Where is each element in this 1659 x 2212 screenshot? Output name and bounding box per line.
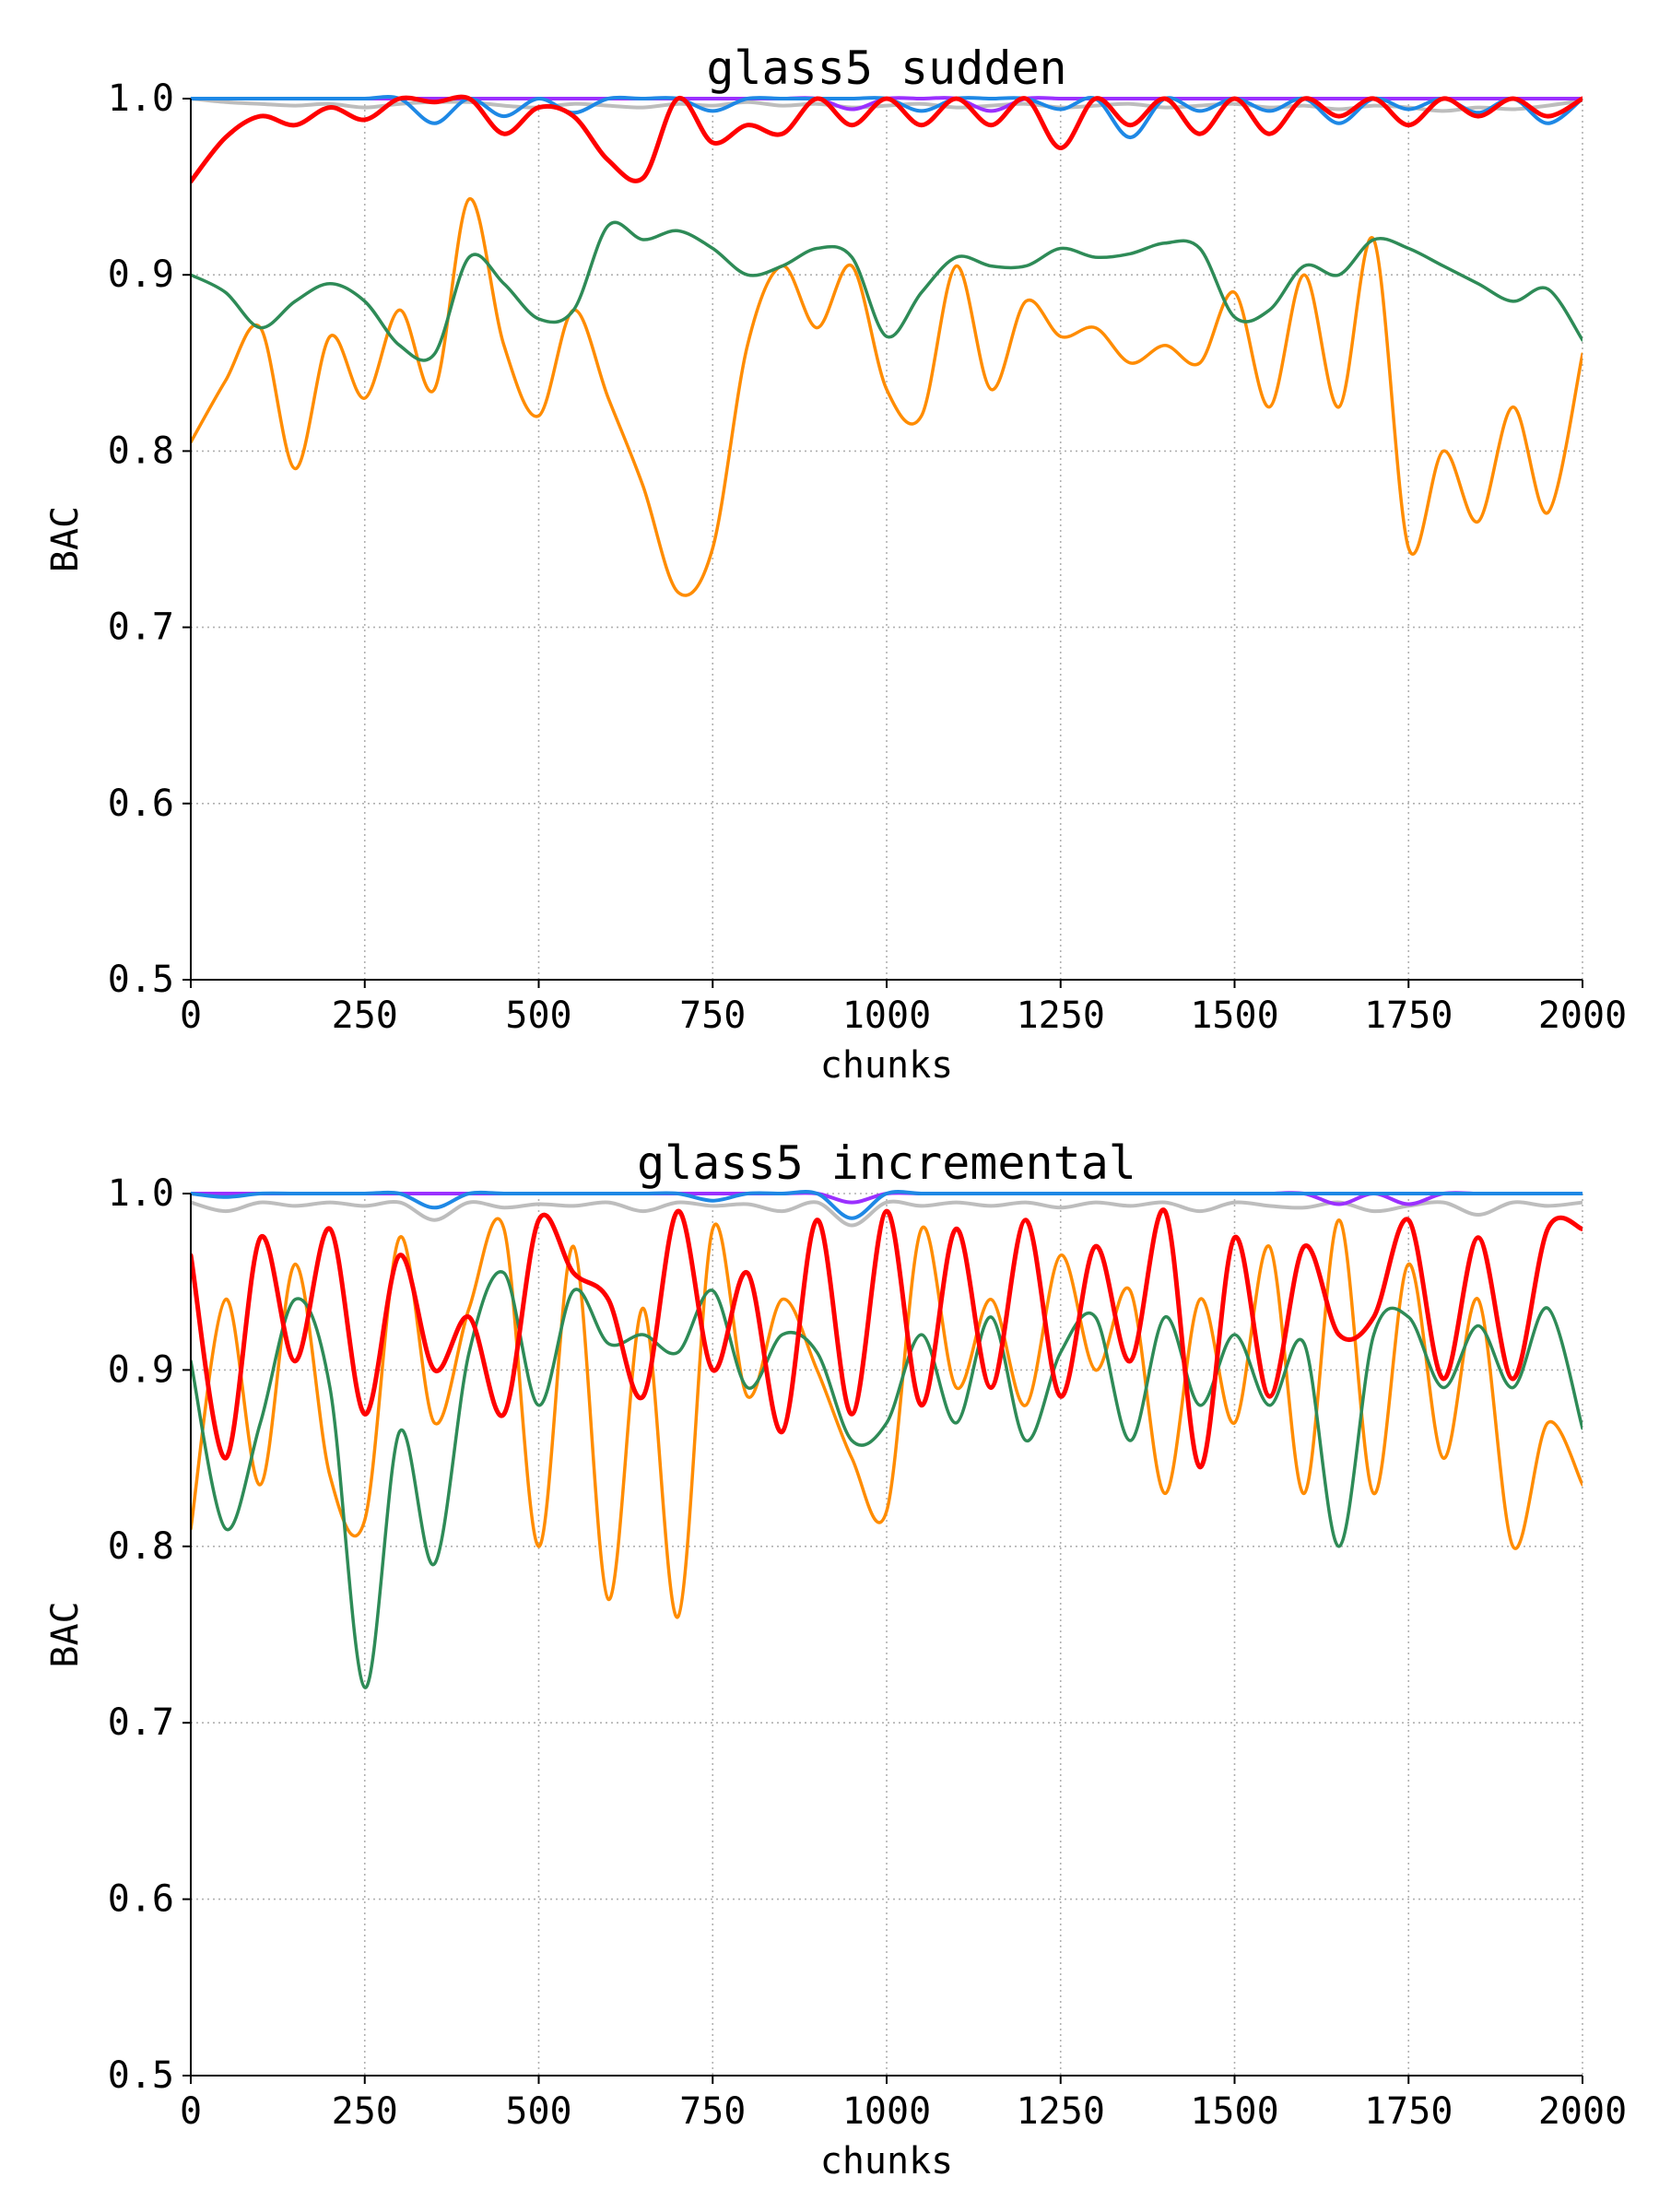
y-axis-label: BAC xyxy=(44,1601,87,1667)
x-tick-label: 750 xyxy=(679,2090,746,2133)
y-tick-label: 0.5 xyxy=(108,2054,174,2097)
x-tick-label: 500 xyxy=(505,994,571,1037)
series-line-4 xyxy=(191,1217,1583,1619)
x-axis-label: chunks xyxy=(820,2140,954,2183)
series-line-5 xyxy=(191,220,1583,362)
y-tick-label: 0.7 xyxy=(108,1701,174,1744)
x-tick-label: 250 xyxy=(332,994,398,1037)
chart-title: glass5 incremental xyxy=(637,1136,1136,1190)
x-axis-label: chunks xyxy=(820,1044,954,1087)
y-tick-label: 0.5 xyxy=(108,959,174,1001)
grid xyxy=(190,1193,1583,2077)
y-tick-label: 0.6 xyxy=(108,1878,174,1921)
x-tick-label: 250 xyxy=(332,2090,398,2133)
series-group xyxy=(191,94,1583,597)
x-tick-label: 1500 xyxy=(1190,2090,1278,2133)
x-tick-label: 0 xyxy=(180,994,202,1037)
x-tick-label: 1250 xyxy=(1017,994,1105,1037)
y-tick-label: 1.0 xyxy=(108,77,174,120)
x-tick-label: 1250 xyxy=(1017,2090,1105,2133)
x-tick-label: 1750 xyxy=(1364,994,1453,1037)
series-group xyxy=(191,1190,1583,1689)
grid xyxy=(190,98,1583,981)
y-tick-label: 0.6 xyxy=(108,782,174,825)
chart-panel-2: 0 250 500 750 1000 1250 1500 1750 2000 0.5 0.6 0.7 0… xyxy=(44,1136,1627,2183)
x-tick-label: 2000 xyxy=(1538,994,1627,1037)
chart-title: glass5 sudden xyxy=(706,41,1066,95)
series-line-6 xyxy=(191,1207,1583,1470)
y-tick-label: 0.9 xyxy=(108,1348,174,1391)
series-line-4 xyxy=(191,197,1583,597)
x-tick-label: 2000 xyxy=(1538,2090,1627,2133)
x-tick-label: 1000 xyxy=(842,994,931,1037)
y-tick-label: 0.9 xyxy=(108,253,174,296)
x-tick-label: 0 xyxy=(180,2090,202,2133)
y-tick-label: 0.7 xyxy=(108,606,174,649)
series-line-1 xyxy=(191,1199,1583,1228)
chart-panel-1: 0 250 500 750 1000 1250 1500 1750 2000 0.5 0.6 0.7 0… xyxy=(44,41,1627,1087)
x-tick-label: 1750 xyxy=(1364,2090,1453,2133)
x-tick-label: 750 xyxy=(679,994,746,1037)
x-tick-label: 1000 xyxy=(842,2090,931,2133)
x-tick-label: 1500 xyxy=(1190,994,1278,1037)
x-tick-label: 500 xyxy=(505,2090,571,2133)
y-tick-label: 1.0 xyxy=(108,1172,174,1215)
y-tick-label: 0.8 xyxy=(108,1525,174,1568)
series-line-6 xyxy=(191,94,1583,184)
y-axis-label: BAC xyxy=(44,506,87,572)
series-line-5 xyxy=(191,1270,1583,1689)
series-line-3 xyxy=(191,1190,1583,1220)
y-tick-label: 0.8 xyxy=(108,429,174,472)
